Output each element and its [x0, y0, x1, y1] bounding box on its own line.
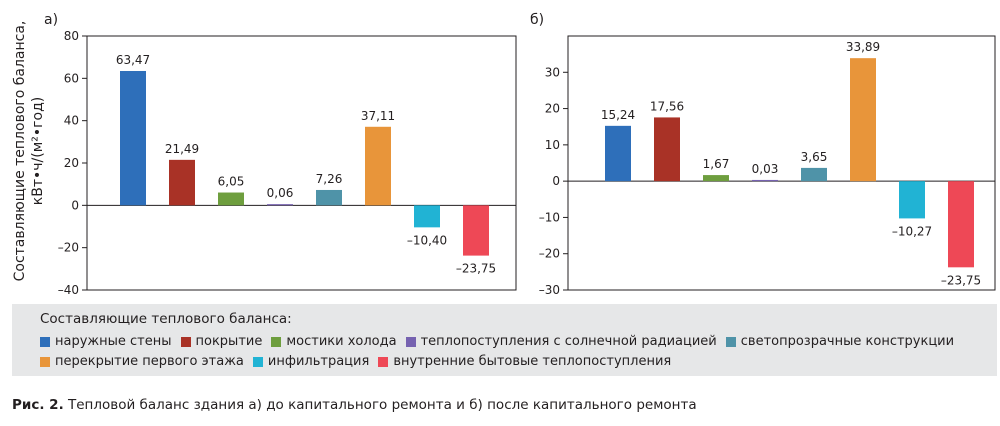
data-label: 21,49 [165, 142, 199, 156]
caption-text: Тепловой баланс здания а) до капитальног… [63, 397, 697, 413]
legend-label-solar-gains: теплопоступления с солнечной радиацией [420, 334, 717, 349]
legend-label-glazing: светопрозрачные конструкции [740, 334, 955, 349]
legend-swatch-infiltration [252, 357, 263, 367]
legend-swatch-thermal-bridges [271, 337, 282, 347]
data-label: –23,75 [941, 273, 981, 287]
y-tick-label: 30 [545, 65, 560, 79]
y-tick-label: –40 [58, 283, 79, 297]
charts-area: –40 –20 0 20 40 60 80 63,47 21,49 6,05 0,06 7,26 37,… [12, 12, 996, 297]
data-label: 0,06 [267, 186, 294, 200]
data-label: –23,75 [456, 262, 496, 276]
chart-panel-1: –40 –20 0 20 40 60 80 63,47 21,49 6,05 0,06 7,26 37,… [12, 12, 517, 297]
legend-item-glazing: светопрозрачные конструкции [725, 332, 955, 352]
legend-swatch-solar-gains [405, 337, 416, 347]
bar [365, 126, 391, 206]
y-axis-label-line-1: Составляющие теплового баланса, [12, 21, 28, 282]
legend-title: Составляющие теплового баланса: [40, 311, 292, 327]
legend-item-ground-floor: перекрытие первого этажа [40, 352, 244, 372]
bar [654, 117, 680, 182]
legend-item-roof: покрытие [180, 332, 263, 352]
bar [316, 189, 342, 206]
legend-swatch-ground-floor [40, 357, 50, 367]
legend-item-solar-gains: теплопоступления с солнечной радиацией [405, 332, 717, 352]
legend-label-thermal-bridges: мостики холода [286, 334, 397, 349]
data-label: 0,03 [752, 162, 779, 176]
panel-label: а) [44, 12, 58, 28]
bar [169, 159, 195, 206]
bar [948, 181, 974, 268]
legend-swatch-glazing [725, 337, 736, 347]
bar [899, 181, 925, 219]
bar [120, 70, 146, 206]
y-tick-label: 10 [545, 138, 560, 152]
y-tick-label: 0 [552, 174, 560, 188]
legend: Составляющие теплового баланса: наружные… [12, 304, 997, 376]
legend-label-infiltration: инфильтрация [267, 354, 370, 369]
figure-number: Рис. 2. [12, 397, 64, 413]
legend-label-roof: покрытие [195, 334, 263, 349]
chart-frame [86, 35, 517, 291]
bar [414, 205, 440, 228]
data-label: 7,26 [316, 172, 343, 186]
y-tick-label: 0 [71, 198, 79, 212]
legend-label-outer-walls: наружные стены [55, 334, 172, 349]
y-tick-label: –10 [539, 210, 560, 224]
legend-row-1: наружные стены покрытие мостики холода т… [40, 332, 997, 352]
bar [801, 167, 827, 182]
y-axis-label-line-2: кВт•ч/(м²•год) [30, 97, 46, 205]
data-label: –10,27 [892, 224, 932, 238]
legend-swatch-internal-gains [378, 357, 389, 367]
legend-label-internal-gains: внутренние бытовые теплопоступления [393, 354, 672, 369]
data-label: –10,40 [407, 233, 447, 247]
legend-item-internal-gains: внутренние бытовые теплопоступления [378, 352, 671, 372]
y-tick-label: –30 [539, 283, 560, 297]
data-label: 6,05 [218, 175, 245, 189]
data-label: 37,11 [361, 109, 395, 123]
y-tick-label: –20 [58, 241, 79, 255]
bar [703, 175, 729, 182]
data-label: 3,65 [801, 150, 828, 164]
legend-row-2: перекрытие первого этажа инфильтрация вн… [40, 352, 997, 372]
legend-swatch-roof [180, 337, 191, 347]
chart-panel-2: –30 –20 –10 0 10 20 30 15,24 17,56 1,67 0,03 3,65 33… [530, 12, 996, 297]
bar [605, 125, 631, 182]
y-tick-label: –20 [539, 247, 560, 261]
legend-swatch-outer-walls [40, 337, 50, 347]
y-tick-label: 60 [64, 71, 79, 85]
bar [850, 58, 876, 182]
bar [752, 179, 778, 182]
legend-item-outer-walls: наружные стены [40, 332, 172, 352]
legend-item-thermal-bridges: мостики холода [271, 332, 397, 352]
data-label: 15,24 [601, 108, 635, 122]
y-tick-label: 40 [64, 114, 79, 128]
figure-caption: Рис. 2. Тепловой баланс здания а) до кап… [12, 397, 697, 413]
chart-frame [567, 35, 996, 291]
data-label: 63,47 [116, 53, 150, 67]
bar [267, 204, 293, 206]
y-tick-label: 20 [545, 102, 560, 116]
data-label: 17,56 [650, 99, 684, 113]
y-tick-label: 80 [64, 29, 79, 43]
data-label: 33,89 [846, 40, 880, 54]
bar [463, 205, 489, 256]
legend-label-ground-floor: перекрытие первого этажа [55, 354, 244, 369]
panel-label: б) [530, 12, 544, 28]
legend-item-infiltration: инфильтрация [252, 352, 370, 372]
y-tick-label: 20 [64, 156, 79, 170]
bar [218, 192, 244, 206]
data-label: 1,67 [703, 157, 730, 171]
